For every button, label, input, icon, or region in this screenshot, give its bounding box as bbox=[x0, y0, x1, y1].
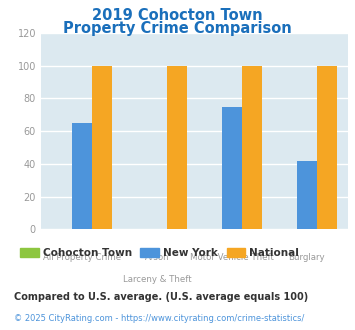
Text: Arson: Arson bbox=[144, 253, 169, 262]
Bar bbox=[296, 161, 317, 229]
Text: Larceny & Theft: Larceny & Theft bbox=[122, 275, 191, 283]
Text: Compared to U.S. average. (U.S. average equals 100): Compared to U.S. average. (U.S. average … bbox=[14, 292, 308, 302]
Bar bbox=[222, 107, 242, 229]
Legend: Cohocton Town, New York, National: Cohocton Town, New York, National bbox=[16, 244, 304, 262]
Bar bbox=[72, 123, 92, 229]
Bar bbox=[317, 66, 337, 229]
Text: Burglary: Burglary bbox=[288, 253, 325, 262]
Bar bbox=[167, 66, 187, 229]
Text: All Property Crime: All Property Crime bbox=[43, 253, 121, 262]
Bar bbox=[92, 66, 112, 229]
Text: © 2025 CityRating.com - https://www.cityrating.com/crime-statistics/: © 2025 CityRating.com - https://www.city… bbox=[14, 314, 305, 323]
Text: Property Crime Comparison: Property Crime Comparison bbox=[63, 21, 292, 36]
Text: 2019 Cohocton Town: 2019 Cohocton Town bbox=[92, 8, 263, 23]
Text: Motor Vehicle Theft: Motor Vehicle Theft bbox=[190, 253, 274, 262]
Bar bbox=[242, 66, 262, 229]
